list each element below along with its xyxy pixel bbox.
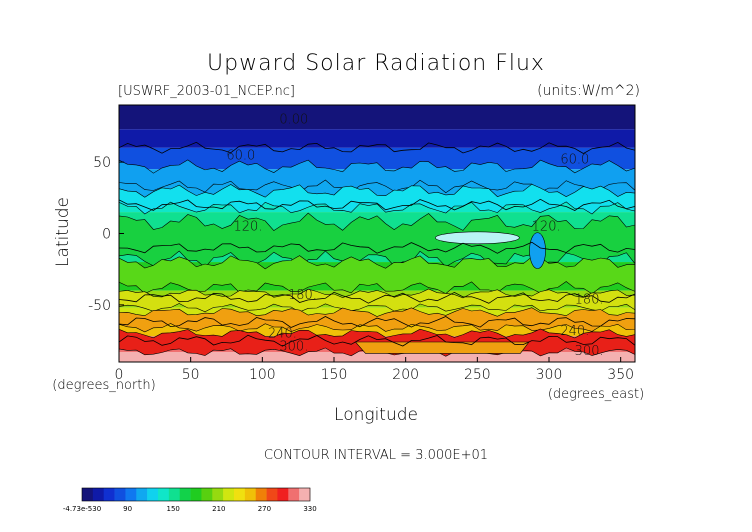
heatmap-region xyxy=(119,212,635,269)
heatmap-region xyxy=(119,288,635,313)
contour-line xyxy=(119,198,635,211)
x-axis-label: Longitude xyxy=(334,405,418,425)
colorbar-swatch xyxy=(288,488,300,501)
heatmap-band xyxy=(119,352,635,362)
x-axis-ticks: 0 50 100 150 200 250 300 350 xyxy=(115,357,634,383)
colorbar-swatch xyxy=(158,488,170,501)
contour-label: 180. xyxy=(575,292,604,307)
source-file-label: [USWRF_2003-01_NCEP.nc] xyxy=(118,84,295,99)
y-tick-label: -50 xyxy=(88,298,111,314)
colorbar-tick-label: 150 xyxy=(167,505,180,513)
colorbar-swatch xyxy=(266,488,278,501)
heatmap-region xyxy=(119,159,635,194)
contour-label: 60.0 xyxy=(560,153,589,168)
x-unit-label: (degrees_east) xyxy=(548,387,644,402)
colorbar-swatch xyxy=(114,488,126,501)
heatmap-region xyxy=(119,255,635,295)
colorbar-swatch xyxy=(277,488,289,501)
y-axis-ticks: 50 0 -50 xyxy=(88,155,124,314)
heatmap-features xyxy=(119,141,635,357)
contour-label: 300. xyxy=(279,340,308,355)
contour-line xyxy=(119,241,635,254)
colorbar-tick-label: 210 xyxy=(212,505,225,513)
tropical-patch xyxy=(435,231,520,245)
heatmap-band xyxy=(119,105,635,130)
x-tick-label: 100 xyxy=(249,367,276,383)
contour-label: 300. xyxy=(575,344,604,359)
colorbar: -4.73e-530 90 150 210 270 330 xyxy=(63,487,317,513)
contour-label: 240. xyxy=(560,324,589,339)
colorbar-swatch xyxy=(201,488,213,501)
colorbar-swatch xyxy=(244,488,257,501)
colorbar-swatch xyxy=(223,488,235,501)
contour-label: 240. xyxy=(268,327,297,342)
contour-interval-label: CONTOUR INTERVAL = 3.000E+01 xyxy=(264,448,488,463)
colorbar-swatch xyxy=(168,488,181,501)
x-tick-label: 0 xyxy=(115,367,124,383)
y-unit-label: (degrees_north) xyxy=(52,378,155,393)
colorbar-tick-label: 90 xyxy=(123,505,132,513)
colorbar-swatch xyxy=(190,488,202,501)
heatmap-band xyxy=(119,129,635,148)
colorbar-swatch xyxy=(212,488,224,501)
colorbar-swatch xyxy=(179,488,191,501)
contour-label: 120. xyxy=(532,220,561,235)
antarctic-patch xyxy=(354,341,530,354)
units-label: (units:W/m^2) xyxy=(537,83,640,99)
heatmap-region xyxy=(119,307,635,333)
x-tick-label: 200 xyxy=(392,367,419,383)
colorbar-tick-label: 270 xyxy=(258,505,271,513)
y-tick-label: 50 xyxy=(93,155,111,171)
x-tick-label: 350 xyxy=(607,367,634,383)
x-tick-label: 300 xyxy=(536,367,563,383)
colorbar-tick-label: 330 xyxy=(303,505,316,513)
colorbar-frame xyxy=(81,487,311,502)
colorbar-tick-label: -4.73e-530 xyxy=(63,505,101,513)
contour-label: 60.0 xyxy=(226,148,255,163)
chart-title: Upward Solar Radiation Flux xyxy=(207,51,545,76)
colorbar-swatch xyxy=(299,488,311,501)
heatmap-region xyxy=(119,183,635,215)
colorbar-swatch xyxy=(103,488,115,501)
colorbar-swatch xyxy=(136,488,148,501)
contour-line xyxy=(119,141,635,154)
contour-line xyxy=(119,291,635,304)
colorbar-swatch xyxy=(125,488,137,501)
x-tick-label: 150 xyxy=(321,367,348,383)
colorbar-swatch xyxy=(234,488,246,501)
y-tick-label: 0 xyxy=(102,227,111,243)
contour-label: 0.00 xyxy=(279,113,308,128)
contour-label: 120. xyxy=(234,220,263,235)
andes-patch xyxy=(529,232,546,269)
colorbar-swatch xyxy=(255,488,267,501)
x-tick-label: 250 xyxy=(464,367,491,383)
contour-line xyxy=(119,334,635,347)
contour-label: 180. xyxy=(288,288,317,303)
contour-line xyxy=(119,316,635,328)
colorbar-swatch xyxy=(82,488,94,501)
heatmap-band xyxy=(119,147,635,170)
x-tick-label: 50 xyxy=(182,367,200,383)
colorbar-swatch xyxy=(92,488,105,501)
colorbar-swatch xyxy=(147,488,159,501)
y-axis-label: Latitude xyxy=(53,197,73,267)
